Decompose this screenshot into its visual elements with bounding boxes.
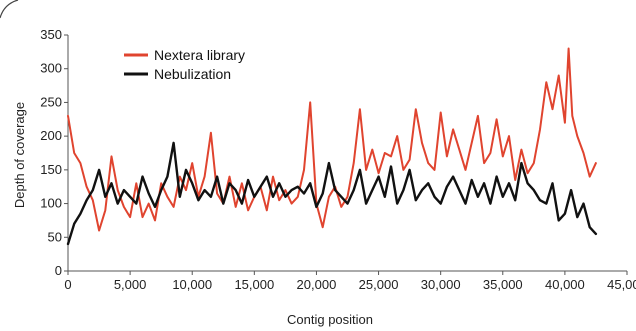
x-tick-label: 40,000 (545, 277, 585, 292)
y-tick-label: 350 (40, 27, 62, 42)
legend-label: Nextera library (154, 47, 245, 63)
legend: Nextera library Nebulization (124, 47, 245, 82)
x-tick-label: 0 (64, 277, 71, 292)
axes (67, 35, 627, 272)
y-tick-label: 50 (48, 229, 62, 244)
y-tick-label: 150 (40, 162, 62, 177)
x-tick-label: 35,000 (483, 277, 523, 292)
y-tick-label: 300 (40, 61, 62, 76)
y-tick-label: 200 (40, 128, 62, 143)
x-tick-label: 25,000 (359, 277, 399, 292)
x-tick-label: 30,000 (421, 277, 461, 292)
x-tick-label: 5,000 (114, 277, 147, 292)
series-line-nextera-library (67, 47, 597, 232)
y-tick-label: 250 (40, 94, 62, 109)
series-layer (66, 47, 598, 246)
x-axis-label: Contig position (287, 312, 373, 327)
y-tick-label: 0 (55, 263, 62, 278)
legend-label: Nebulization (154, 66, 231, 82)
x-tick-label: 20,000 (297, 277, 337, 292)
y-axis-label: Depth of coverage (12, 102, 27, 208)
x-tick-label: 15,000 (234, 277, 274, 292)
series-line-nebulization (66, 141, 598, 246)
y-axis-ticks: 0 50 100 150 200 250 300 350 (40, 27, 68, 278)
corner-curve-decoration (0, 0, 19, 19)
y-tick-label: 100 (40, 196, 62, 211)
x-tick-label: 45,000 (607, 277, 636, 292)
x-axis-ticks: 0 5,000 10,000 15,000 20,000 25,000 30,000 35,0… (64, 271, 636, 292)
x-tick-label: 10,000 (172, 277, 212, 292)
